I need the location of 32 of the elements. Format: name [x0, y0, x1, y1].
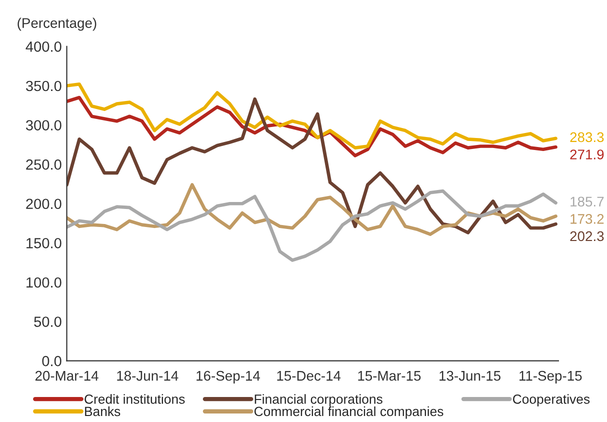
y-tick-label: 100.0 — [26, 277, 62, 288]
legend-label: Financial corporations — [254, 394, 382, 406]
legend-label: Cooperatives — [512, 394, 590, 406]
text: 283.3 — [570, 132, 604, 142]
x-tick-label: 13-Jun-15 — [440, 370, 500, 381]
line-series — [66, 96, 558, 158]
y-tick-label: 150.0 — [26, 238, 62, 248]
line-series — [66, 189, 558, 262]
x-tick-label: 20-Mar-14 — [35, 370, 98, 381]
x-tick-label: 18-Jun-14 — [117, 370, 178, 381]
x-tick-label: 15-Mar-15 — [358, 371, 421, 381]
line-series — [66, 183, 558, 236]
y-tick-label: 400.0 — [26, 42, 62, 52]
y-tick-label: 50.0 — [34, 316, 62, 327]
y-tick-label: 0.0 — [42, 356, 62, 366]
x-tick-label: 16-Sep-14 — [196, 370, 260, 384]
text: 173.2 — [570, 214, 604, 224]
x-tick-label: 15-Dec-14 — [277, 371, 341, 381]
y-tick-label: 350.0 — [26, 80, 62, 92]
legend-label: Credit institutions — [84, 394, 185, 404]
line-series — [66, 97, 558, 234]
line-series — [66, 82, 558, 150]
x-tick-label: 11-Sep-15 — [520, 370, 582, 384]
y-tick-label: 200.0 — [26, 198, 62, 210]
legend-label: Commercial financial companies — [254, 406, 444, 419]
legend-label: Banks — [85, 406, 120, 416]
text: 185.7 — [570, 196, 604, 207]
y-axis-title: (Percentage) — [18, 18, 96, 31]
text: 202.3 — [570, 231, 604, 242]
text: 271.9 — [570, 150, 604, 160]
y-tick-label: 250.0 — [26, 159, 62, 170]
y-tick-label: 300.0 — [26, 120, 62, 130]
